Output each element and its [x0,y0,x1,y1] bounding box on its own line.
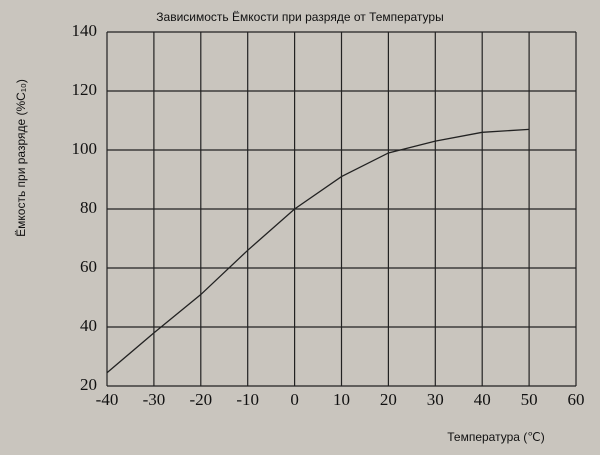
y-tick-label: 20 [80,375,97,394]
x-tick-label: 10 [333,390,350,409]
y-tick-label: 120 [72,80,98,99]
x-tick-label: -10 [236,390,259,409]
y-tick-label: 60 [80,257,97,276]
y-tick-label: 40 [80,316,97,335]
x-tick-label: 60 [568,390,585,409]
x-tick-label: -20 [189,390,212,409]
y-tick-label: 80 [80,198,97,217]
x-tick-label: 50 [521,390,538,409]
y-axis-label: Ёмкость при разряде (%C₁₀) [14,79,28,237]
x-axis-label: Температура (℃) [447,430,544,444]
x-tick-label: 30 [427,390,444,409]
x-tick-label: 40 [474,390,491,409]
chart-title: Зависимость Ёмкости при разряде от Темпе… [156,10,443,24]
y-tick-label: 100 [72,139,98,158]
x-tick-label: 20 [380,390,397,409]
x-tick-label: 0 [290,390,299,409]
data-line [106,128,530,374]
x-tick-label: -40 [96,390,119,409]
x-tick-label: -30 [143,390,166,409]
y-tick-label: 140 [72,21,98,40]
